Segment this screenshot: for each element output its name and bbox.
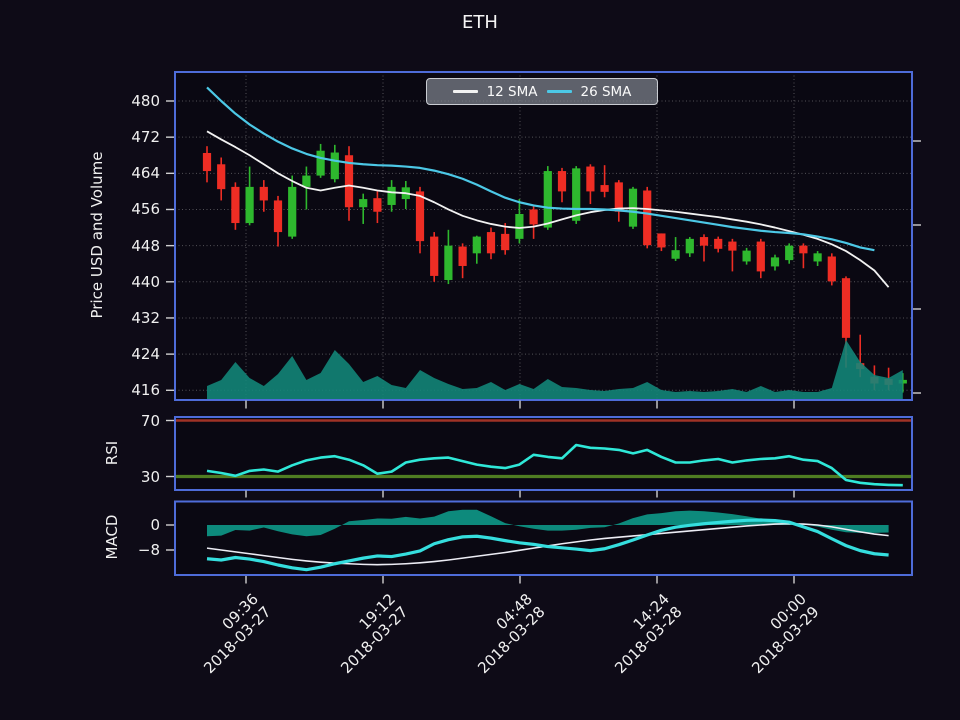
price-tick-label: 456: [131, 200, 160, 219]
candle-body: [557, 171, 567, 192]
candle-body: [799, 245, 808, 254]
candle-body: [273, 200, 283, 233]
sma26-line: [206, 86, 875, 252]
candle-body: [444, 245, 453, 280]
candle-body: [501, 233, 510, 251]
candle-body: [387, 186, 396, 205]
rsi-tick-label: 70: [140, 411, 160, 430]
macd-tick-label: −8: [137, 541, 160, 559]
tick-marks: [166, 100, 921, 584]
macd-line: [206, 518, 889, 572]
page-title: ETH: [462, 12, 498, 33]
candlestick-series: [202, 143, 907, 393]
sma26-legend-line-icon: [546, 90, 572, 93]
candle-body: [614, 182, 623, 212]
candle-body: [415, 191, 425, 242]
candle-body: [344, 155, 354, 208]
candle-body: [515, 214, 524, 239]
price-tick-label: 480: [131, 92, 160, 110]
candle-body: [671, 250, 680, 259]
candle-body: [359, 199, 368, 208]
candle-body: [259, 186, 268, 201]
candle-body: [288, 186, 297, 237]
panel-bg: [175, 501, 912, 575]
panel-bg: [175, 417, 912, 490]
candle-body: [458, 246, 467, 266]
candle-body: [572, 168, 581, 221]
candle-body: [643, 190, 652, 246]
rsi-panel-border: [174, 416, 913, 491]
candle-body: [316, 150, 325, 176]
candle-body: [543, 171, 552, 228]
candle-body: [529, 209, 538, 225]
sma12-legend-line-icon: [452, 90, 478, 93]
candle-body: [742, 250, 751, 262]
candle-body: [430, 236, 439, 276]
candle-body: [586, 166, 595, 192]
candle-body: [728, 241, 737, 251]
candle-body: [245, 186, 254, 224]
price-tick-label: 440: [131, 272, 160, 291]
candle-body: [231, 186, 240, 224]
panel-bg: [175, 72, 912, 400]
macd-axis-label: MACD: [103, 514, 121, 560]
candle-body: [685, 238, 694, 254]
candle-body: [827, 256, 836, 282]
candle-body: [770, 257, 780, 267]
macd-tick-label: 0: [150, 516, 160, 534]
price-tick-label: 432: [131, 308, 160, 327]
sma26-legend-label: 26 SMA: [580, 83, 632, 100]
legend: 12 SMA 26 SMA: [426, 78, 658, 105]
price-tick-label: 416: [131, 381, 160, 400]
candle-body: [302, 175, 311, 187]
price-tick-label: 464: [131, 164, 160, 183]
candle-body: [785, 245, 794, 261]
price-gridlines: [175, 72, 912, 400]
candle-body: [217, 164, 226, 190]
candle-body: [657, 233, 666, 248]
candle-body: [330, 152, 339, 180]
candle-body: [756, 241, 765, 272]
macd-panel-border: [174, 500, 913, 576]
candle-body: [898, 379, 907, 384]
candle-body: [714, 238, 723, 249]
candle-body: [841, 278, 851, 338]
candle-body: [486, 232, 496, 254]
sma12-legend-label: 12 SMA: [486, 83, 538, 100]
volume-area: [207, 340, 903, 399]
candle-body: [202, 152, 212, 172]
price-panel-border: [174, 71, 913, 401]
candle-body: [813, 253, 822, 262]
candle-body: [600, 185, 609, 192]
price-tick-label: 472: [131, 128, 160, 147]
rsi-line: [206, 443, 903, 487]
macd-histogram-area: [207, 509, 889, 537]
candle-body: [699, 237, 709, 246]
sma12-line: [206, 130, 890, 288]
candle-body: [373, 198, 382, 212]
price-tick-label: 424: [131, 345, 160, 364]
rsi-tick-label: 30: [140, 467, 160, 486]
price-tick-label: 448: [131, 236, 160, 255]
candle-body: [472, 236, 481, 254]
